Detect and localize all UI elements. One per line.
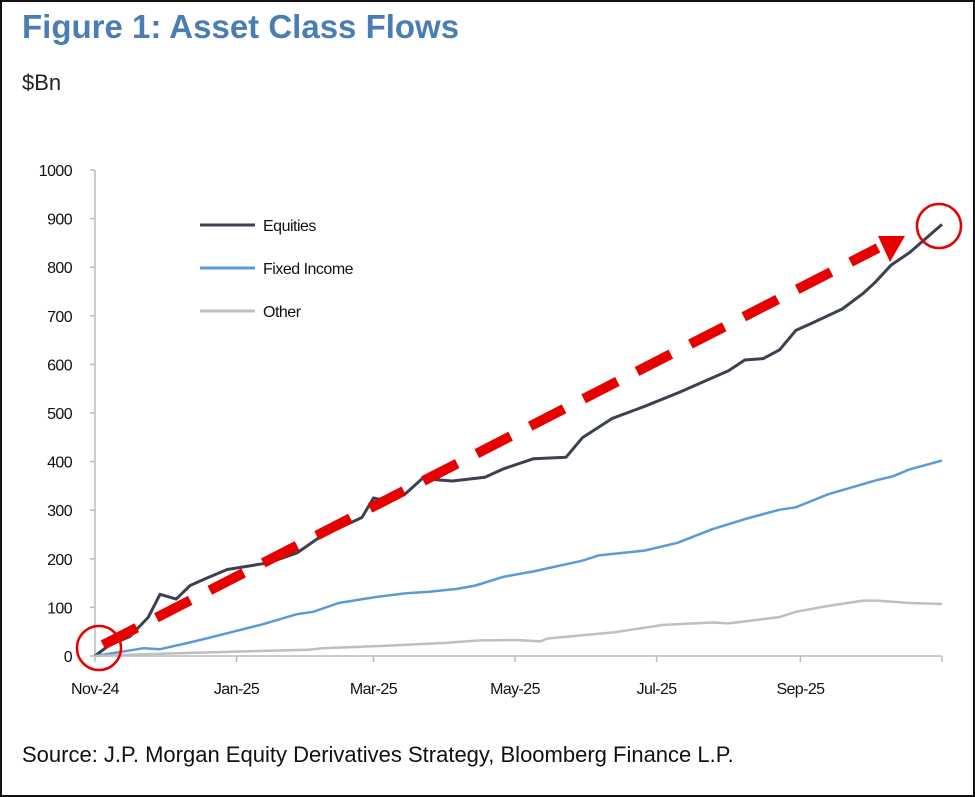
legend-label: Equities bbox=[263, 218, 316, 235]
legend-label: Other bbox=[263, 304, 302, 321]
source-note: Source: J.P. Morgan Equity Derivatives S… bbox=[22, 742, 734, 767]
trend-arrow-dashed bbox=[100, 243, 881, 650]
y-tick-label: 200 bbox=[47, 552, 73, 569]
legend-label: Fixed Income bbox=[263, 261, 354, 278]
annotations bbox=[75, 202, 963, 672]
x-tick-label: Sep-25 bbox=[776, 681, 825, 698]
y-tick-label: 600 bbox=[47, 357, 73, 374]
start-circle bbox=[75, 624, 123, 672]
trend-arrowhead bbox=[878, 236, 905, 262]
y-tick-label: 0 bbox=[64, 649, 73, 666]
legend: Equities Fixed Income Other bbox=[200, 218, 354, 321]
axes: 0 100 200 300 400 500 600 700 800 900 1000 Nov-24 Ja… bbox=[39, 163, 943, 698]
y-axis-unit: $Bn bbox=[22, 70, 61, 95]
y-tick-label: 100 bbox=[47, 600, 73, 617]
y-tick-label: 700 bbox=[47, 309, 73, 326]
x-tick-label: Mar-25 bbox=[350, 681, 398, 698]
x-tick-label: Jan-25 bbox=[214, 681, 260, 698]
x-tick-label: May-25 bbox=[490, 681, 540, 698]
y-tick-label: 500 bbox=[47, 406, 73, 423]
series-lines bbox=[94, 223, 943, 658]
end-circle bbox=[915, 202, 963, 250]
x-tick-label: Jul-25 bbox=[637, 681, 678, 698]
y-tick-label: 800 bbox=[47, 260, 73, 277]
series-line-other bbox=[94, 599, 943, 658]
y-tick-label: 900 bbox=[47, 212, 73, 229]
y-tick-label: 1000 bbox=[39, 163, 73, 180]
y-tick-label: 400 bbox=[47, 455, 73, 472]
y-tick-label: 300 bbox=[47, 503, 73, 520]
x-tick-label: Nov-24 bbox=[71, 681, 120, 698]
chart-title: Figure 1: Asset Class Flows bbox=[22, 8, 459, 45]
series-line-fixed-income bbox=[94, 459, 943, 658]
series-line-equities bbox=[94, 223, 943, 658]
